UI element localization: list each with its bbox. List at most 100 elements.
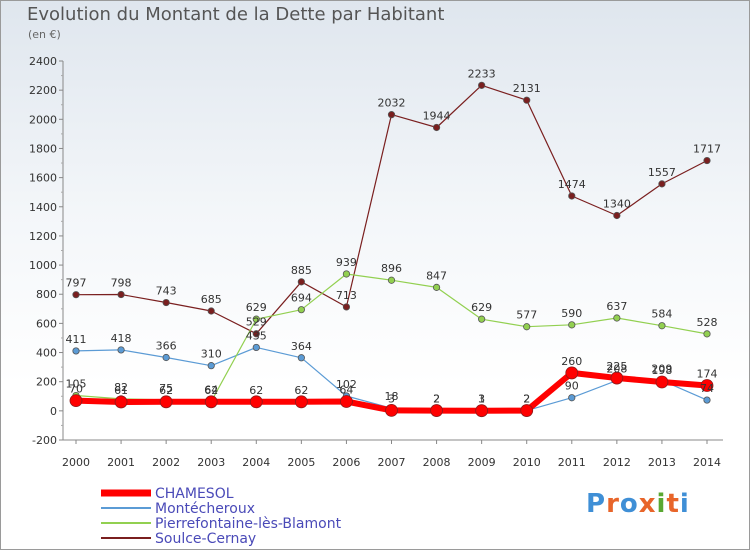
legend-label: Soulce-Cernay	[155, 531, 256, 547]
y-tick-label: 2200	[29, 84, 57, 97]
proxiti-logo: Proxiti	[586, 489, 690, 519]
data-label-chamesol: 61	[114, 384, 128, 397]
data-label-pierrefontaine-les-blamont: 82	[114, 381, 128, 394]
data-label-soulce-cernay: 2131	[513, 82, 541, 95]
data-label-chamesol: 260	[561, 355, 582, 368]
data-label-chamesol: 64	[339, 384, 353, 397]
legend-label: Pierrefontaine-lès-Blamont	[155, 516, 342, 532]
data-label-pierrefontaine-les-blamont: 528	[697, 316, 718, 329]
data-label-pierrefontaine-les-blamont: 590	[561, 307, 582, 320]
data-point-pierrefontaine-les-blamont	[252, 315, 260, 323]
data-point-soulce-cernay	[432, 123, 441, 132]
data-label-montecheroux: 102	[336, 378, 357, 391]
chart-subtitle: (en €)	[28, 28, 61, 41]
data-label-chamesol: 2	[523, 393, 530, 406]
data-point-chamesol	[520, 404, 534, 417]
data-point-pierrefontaine-les-blamont	[568, 321, 576, 329]
data-point-soulce-cernay	[162, 298, 170, 307]
data-point-montecheroux	[703, 396, 711, 404]
data-point-soulce-cernay	[72, 291, 80, 299]
data-point-chamesol	[655, 375, 669, 389]
y-tick-label: 1200	[29, 230, 57, 243]
data-point-chamesol	[69, 394, 83, 408]
y-tick-label: 600	[36, 317, 57, 330]
data-label-pierrefontaine-les-blamont: 847	[426, 269, 447, 282]
y-tick-label: -200	[32, 434, 57, 447]
data-point-soulce-cernay	[478, 81, 486, 89]
logo-letter: o	[619, 489, 639, 519]
data-label-montecheroux: 2	[523, 393, 530, 406]
data-point-montecheroux	[162, 353, 170, 362]
data-label-chamesol: 174	[697, 367, 718, 380]
data-label-soulce-cernay: 2233	[468, 67, 496, 80]
data-point-soulce-cernay	[252, 330, 260, 338]
x-tick-label: 2009	[468, 456, 496, 469]
x-tick-label: 2005	[287, 456, 315, 469]
data-point-chamesol	[294, 395, 308, 409]
data-label-pierrefontaine-les-blamont: 939	[336, 256, 357, 269]
logo-letter: x	[638, 489, 657, 519]
data-point-montecheroux	[568, 394, 576, 402]
data-point-chamesol	[610, 371, 624, 385]
data-label-soulce-cernay: 798	[111, 277, 132, 290]
data-point-montecheroux	[252, 343, 260, 352]
data-point-pierrefontaine-les-blamont	[613, 314, 621, 322]
data-label-pierrefontaine-les-blamont: 64	[204, 384, 218, 397]
legend-label: CHAMESOL	[155, 486, 234, 502]
data-point-chamesol	[430, 404, 443, 417]
data-point-soulce-cernay	[387, 111, 396, 119]
data-label-montecheroux: 411	[66, 333, 87, 346]
data-label-chamesol: 198	[651, 364, 672, 377]
data-point-pierrefontaine-les-blamont	[478, 315, 486, 323]
logo-letter: t	[666, 489, 680, 519]
data-label-soulce-cernay: 1340	[603, 198, 631, 211]
data-point-chamesol	[475, 404, 489, 418]
x-tick-label: 2002	[152, 456, 180, 469]
y-tick-label: 1800	[29, 142, 57, 155]
data-point-chamesol	[204, 395, 218, 409]
data-label-soulce-cernay: 797	[66, 277, 87, 290]
data-label-chamesol: 62	[159, 384, 173, 397]
data-label-soulce-cernay: 885	[291, 264, 312, 277]
x-tick-label: 2007	[378, 456, 406, 469]
data-point-soulce-cernay	[523, 96, 531, 104]
data-label-soulce-cernay: 2032	[378, 97, 406, 110]
x-tick-label: 2003	[197, 456, 225, 469]
y-tick-label: 0	[50, 405, 57, 418]
data-point-montecheroux	[297, 354, 305, 362]
data-label-montecheroux: 366	[156, 339, 177, 352]
data-label-montecheroux: 435	[246, 329, 267, 342]
data-point-soulce-cernay	[207, 307, 215, 315]
y-tick-label: 1000	[29, 259, 57, 272]
data-point-chamesol	[114, 395, 128, 409]
data-point-pierrefontaine-les-blamont	[342, 270, 351, 278]
data-point-chamesol	[249, 395, 263, 409]
data-label-soulce-cernay: 743	[156, 285, 177, 298]
data-point-pierrefontaine-les-blamont	[703, 330, 711, 338]
data-label-chamesol: 1	[478, 393, 485, 406]
data-label-montecheroux: 418	[111, 332, 132, 345]
data-point-soulce-cernay	[342, 303, 351, 311]
data-point-soulce-cernay	[297, 278, 305, 286]
data-point-chamesol	[340, 395, 353, 408]
data-label-soulce-cernay: 713	[336, 289, 357, 302]
data-label-montecheroux: 209	[651, 362, 672, 375]
logo-letter: P	[586, 489, 607, 519]
data-point-soulce-cernay	[568, 192, 576, 200]
legend-label: Montécheroux	[155, 501, 255, 517]
x-tick-label: 2014	[693, 456, 721, 469]
y-tick-label: 400	[36, 347, 57, 360]
data-label-soulce-cernay: 1717	[693, 143, 721, 156]
chart-title: Evolution du Montant de la Dette par Hab…	[27, 4, 445, 25]
data-label-montecheroux: 364	[291, 340, 312, 353]
data-label-pierrefontaine-les-blamont: 577	[516, 309, 537, 322]
data-point-soulce-cernay	[658, 180, 666, 188]
x-tick-label: 2012	[603, 456, 631, 469]
data-point-montecheroux	[207, 362, 215, 370]
data-label-montecheroux: 2	[433, 393, 440, 406]
logo-letter: i	[656, 489, 667, 519]
data-label-pierrefontaine-les-blamont: 694	[291, 292, 312, 305]
data-point-montecheroux	[72, 347, 80, 355]
